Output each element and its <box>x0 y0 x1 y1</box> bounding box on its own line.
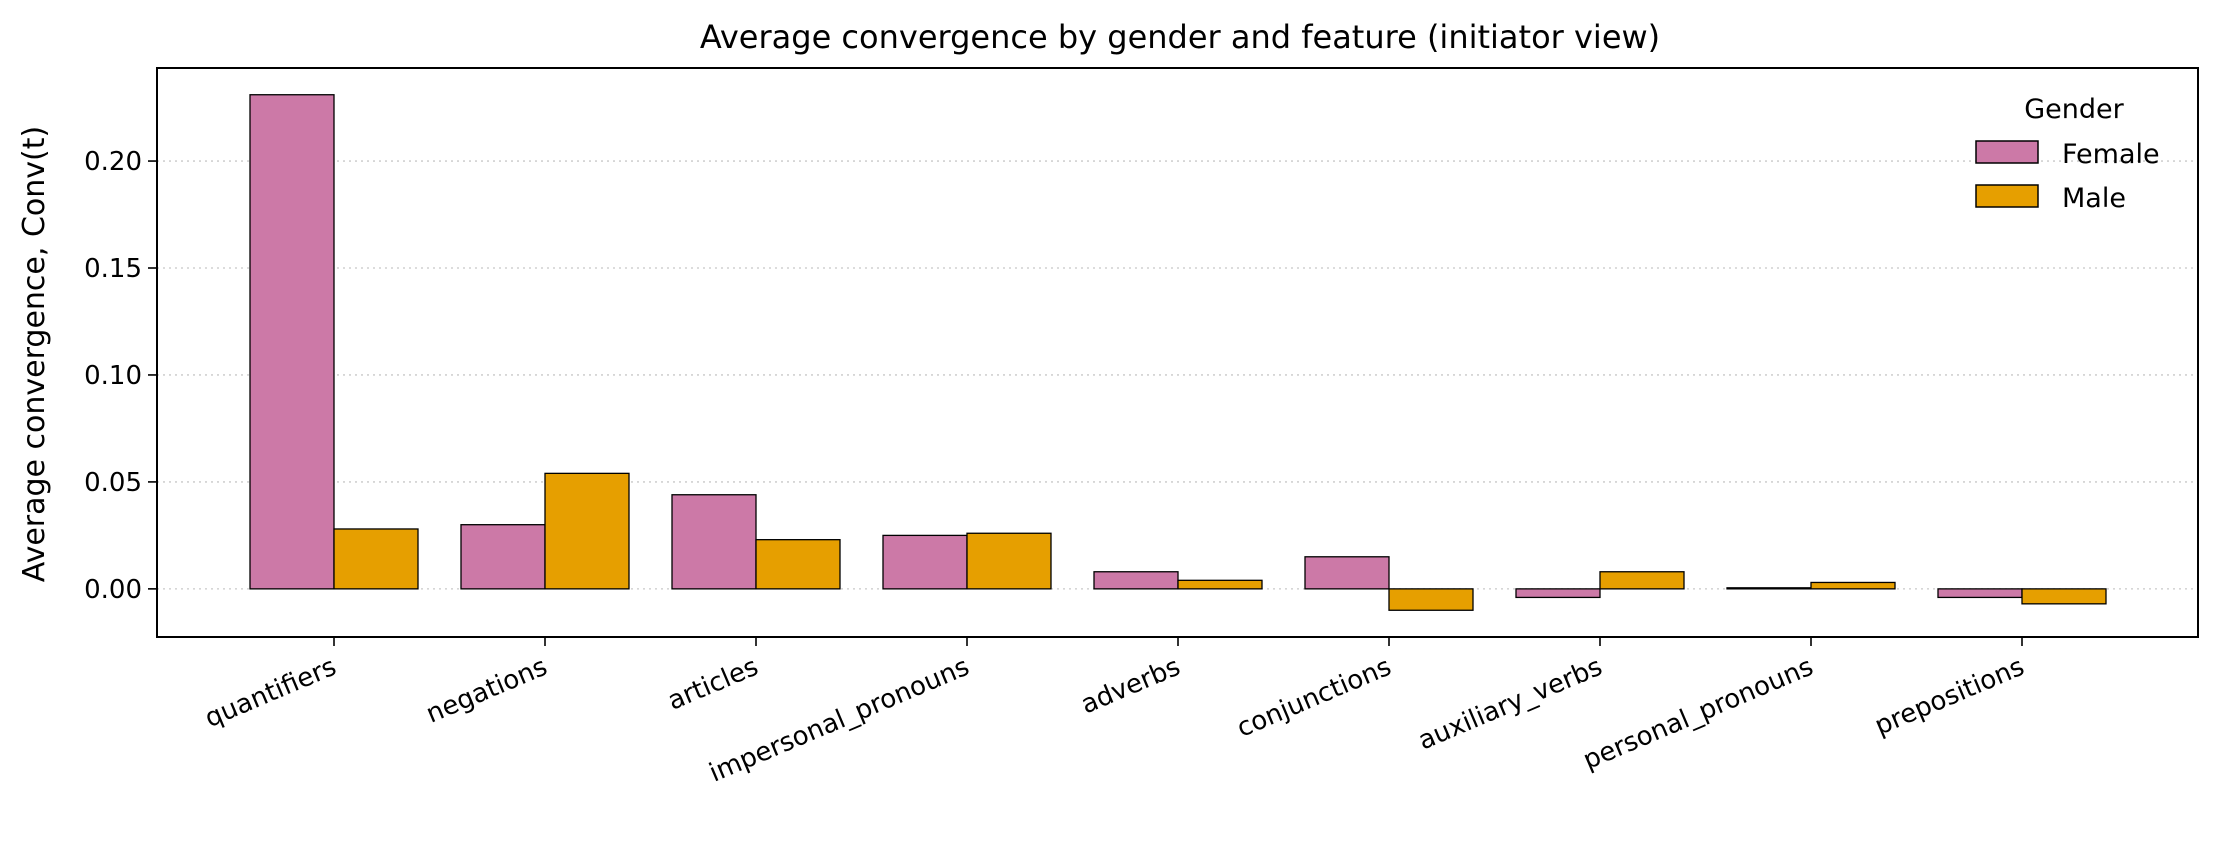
chart-title: Average convergence by gender and featur… <box>700 18 1660 56</box>
y-axis-label: Average convergence, Conv(t) <box>17 126 52 582</box>
legend-label-female: Female <box>2062 139 2160 170</box>
bars <box>249 94 2107 611</box>
bar-female-auxiliary_verbs <box>1515 588 1601 599</box>
y-tick-label: 0.00 <box>84 575 142 605</box>
legend-swatch-female <box>1975 140 2039 164</box>
bar-male-negations <box>544 472 630 590</box>
y-tick-label: 0.15 <box>84 254 142 284</box>
bar-male-quantifiers <box>333 528 419 590</box>
bar-male-conjunctions <box>1388 588 1474 611</box>
axes: 0.00 0.05 0.10 0.15 0.20 quantifiers negations… <box>84 67 2199 789</box>
bar-male-prepositions <box>2021 588 2107 605</box>
x-tick-label-quantifiers: quantifiers <box>201 652 341 734</box>
bar-female-conjunctions <box>1304 556 1390 590</box>
bar-female-articles <box>671 494 757 590</box>
y-tick-label: 0.05 <box>84 468 142 498</box>
bar-male-auxiliary_verbs <box>1599 571 1685 590</box>
x-tick-label-negations: negations <box>422 652 552 730</box>
bar-female-personal_pronouns <box>1726 587 1812 590</box>
legend: Gender Female Male <box>1975 94 2160 214</box>
legend-label-male: Male <box>2062 183 2126 214</box>
y-tick-label: 0.10 <box>84 361 142 391</box>
bar-male-adverbs <box>1177 579 1263 590</box>
bar-male-impersonal_pronouns <box>966 532 1052 590</box>
x-tick-label-auxiliary_verbs: auxiliary_verbs <box>1414 652 1607 756</box>
legend-swatch-male <box>1975 184 2039 208</box>
legend-title: Gender <box>2024 94 2124 125</box>
y-tick-label: 0.20 <box>84 147 142 177</box>
bar-female-quantifiers <box>249 94 335 590</box>
bar-female-adverbs <box>1093 571 1179 590</box>
bar-female-negations <box>460 524 546 590</box>
x-tick-label-personal_pronouns: personal_pronouns <box>1579 652 1818 776</box>
x-tick-label-articles: articles <box>663 652 762 717</box>
bar-male-personal_pronouns <box>1810 581 1896 590</box>
x-tick-label-conjunctions: conjunctions <box>1233 652 1396 744</box>
bar-male-articles <box>755 539 841 590</box>
bar-female-prepositions <box>1937 588 2023 599</box>
x-tick-label-adverbs: adverbs <box>1077 652 1185 720</box>
x-tick-label-prepositions: prepositions <box>1871 652 2029 742</box>
bar-female-impersonal_pronouns <box>882 534 968 590</box>
